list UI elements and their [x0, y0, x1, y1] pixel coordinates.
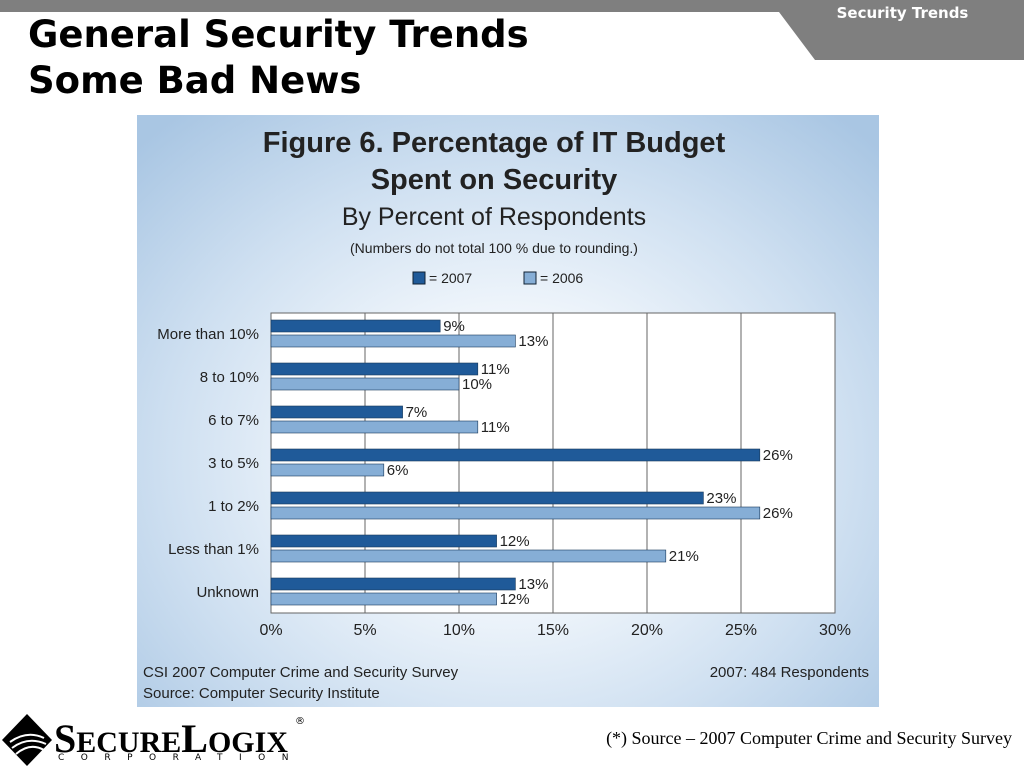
- bar-2007: [270, 577, 516, 591]
- section-tab: [770, 0, 1024, 60]
- bar-value-label: 26%: [763, 447, 793, 464]
- bar-value-label: 6%: [387, 462, 409, 479]
- slide-title-line2: Some Bad News: [28, 59, 362, 102]
- logo-registered-mark: ®: [295, 716, 305, 727]
- chart-subtitle: By Percent of Respondents: [342, 203, 646, 231]
- source-left-line1: CSI 2007 Computer Crime and Security Sur…: [143, 664, 459, 681]
- bar-value-label: 23%: [706, 490, 736, 507]
- legend-swatch-2007: [412, 271, 426, 285]
- bar-2007: [270, 319, 441, 333]
- chart-figure: Figure 6. Percentage of IT Budget Spent …: [137, 115, 879, 707]
- bar-2006: [270, 549, 667, 563]
- x-tick-label: 30%: [819, 622, 851, 639]
- x-tick-label: 25%: [725, 622, 757, 639]
- chart-title-line1: Figure 6. Percentage of IT Budget: [263, 127, 726, 159]
- securelogix-logo: SECURELOGIX ® CORPORATION: [0, 712, 310, 768]
- source-left-line2: Source: Computer Security Institute: [143, 685, 380, 702]
- legend-label-2007: = 2007: [429, 270, 472, 286]
- source-right: 2007: 484 Respondents: [710, 664, 869, 681]
- bar-value-label: 13%: [518, 576, 548, 593]
- bar-value-label: 9%: [443, 318, 465, 335]
- bar-value-label: 11%: [481, 419, 510, 436]
- x-tick-label: 0%: [259, 622, 282, 639]
- bar-2007: [270, 534, 497, 548]
- chart-legend: = 2007 = 2006: [412, 270, 583, 286]
- bar-value-label: 26%: [763, 505, 793, 522]
- top-bar: [0, 0, 1024, 12]
- legend-swatch-2006: [523, 271, 537, 285]
- bar-value-label: 12%: [500, 591, 530, 608]
- bar-2006: [270, 420, 479, 434]
- bars: 9%13%11%10%7%11%26%6%23%26%12%21%13%12%: [270, 318, 793, 608]
- category-label: 8 to 10%: [200, 369, 259, 386]
- category-label: 3 to 5%: [208, 455, 259, 472]
- bar-2007: [270, 405, 403, 419]
- bar-2007: [270, 491, 704, 505]
- logo-wordmark: SECURELOGIX: [54, 716, 288, 761]
- chart-note: (Numbers do not total 100 % due to round…: [350, 240, 638, 256]
- bar-2007: [270, 362, 479, 376]
- legend-label-2006: = 2006: [540, 270, 583, 286]
- bar-2006: [270, 377, 460, 391]
- bar-value-label: 11%: [481, 361, 510, 378]
- bar-chart: Figure 6. Percentage of IT Budget Spent …: [143, 127, 869, 702]
- x-tick-labels: 0% 5% 10% 15% 20% 25% 30%: [259, 622, 851, 639]
- bar-value-label: 12%: [500, 533, 530, 550]
- bar-2006: [270, 506, 761, 520]
- logo-diamond-icon: [2, 714, 52, 766]
- section-tab-label: Security Trends: [836, 4, 969, 22]
- bar-2006: [270, 463, 385, 477]
- bar-value-label: 7%: [406, 404, 428, 421]
- footer-source-note: (*) Source – 2007 Computer Crime and Sec…: [606, 728, 1012, 748]
- slide-title-line1: General Security Trends: [28, 13, 529, 56]
- logo-subtitle: CORPORATION: [58, 753, 305, 763]
- slide-title: General Security Trends Some Bad News: [28, 12, 529, 104]
- bar-value-label: 10%: [462, 376, 492, 393]
- bar-2007: [270, 448, 761, 462]
- category-label: 6 to 7%: [208, 412, 259, 429]
- bar-2006: [270, 334, 516, 348]
- x-tick-label: 10%: [443, 622, 475, 639]
- bar-value-label: 13%: [518, 333, 548, 350]
- x-tick-label: 15%: [537, 622, 569, 639]
- category-label: Less than 1%: [168, 541, 259, 558]
- bar-2006: [270, 592, 497, 606]
- category-label: Unknown: [196, 584, 259, 601]
- chart-title-line2: Spent on Security: [371, 164, 618, 196]
- x-tick-label: 5%: [353, 622, 376, 639]
- category-label: More than 10%: [157, 326, 259, 343]
- category-label: 1 to 2%: [208, 498, 259, 515]
- bar-value-label: 21%: [669, 548, 699, 565]
- category-labels: More than 10% 8 to 10% 6 to 7% 3 to 5% 1 to …: [157, 326, 259, 601]
- x-tick-label: 20%: [631, 622, 663, 639]
